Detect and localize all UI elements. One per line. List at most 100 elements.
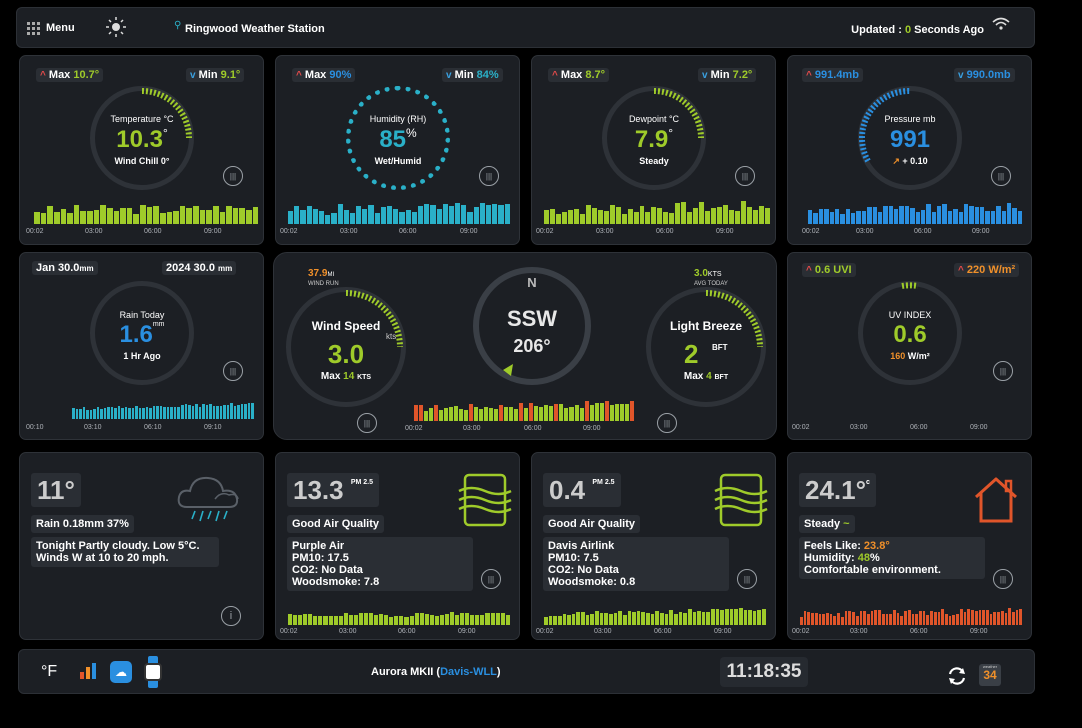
menu-label: Menu: [46, 22, 75, 34]
calendar-icon[interactable]: weather 34: [979, 664, 1001, 686]
unit-toggle-button[interactable]: °F: [41, 663, 58, 680]
history-bar: [692, 612, 697, 625]
history-bar: [47, 206, 53, 224]
history-bar: [338, 616, 343, 625]
history-button[interactable]: |||: [735, 166, 755, 186]
axis-tick: 09:10: [204, 424, 222, 431]
history-bar: [455, 614, 460, 625]
history-bar: [717, 206, 723, 224]
history-bar: [748, 610, 752, 625]
chevron-up-icon: ^: [806, 265, 812, 276]
rain-last: 1 Hr Ago: [123, 351, 161, 361]
history-button[interactable]: |||: [479, 166, 499, 186]
indoor-trend: Steady ~: [799, 515, 855, 533]
chevron-up-icon: ^: [296, 70, 302, 81]
humidity-gauge: [346, 86, 450, 190]
history-bar: [226, 404, 230, 419]
humidity-min: v Min 84%: [442, 68, 503, 82]
temperature-history-chart: [34, 196, 259, 224]
dewpoint-history-chart: [544, 196, 770, 224]
history-bar: [963, 611, 967, 625]
beaufort-value: 2: [684, 339, 699, 369]
history-bar: [153, 205, 159, 224]
history-bar: [470, 614, 475, 625]
history-bar: [845, 209, 850, 224]
wifi-icon: [992, 17, 1010, 36]
history-bar: [430, 204, 436, 224]
history-bar: [232, 208, 239, 224]
history-bar: [135, 405, 138, 419]
history-bar: [239, 208, 245, 224]
rain-value: 1.6: [119, 321, 153, 348]
history-bar: [758, 205, 764, 224]
history-bar: [599, 403, 604, 421]
history-bar: [715, 608, 720, 625]
axis-tick: 09:00: [970, 628, 988, 635]
history-bar: [212, 405, 216, 419]
history-bar: [519, 403, 524, 421]
history-bar: [288, 211, 294, 224]
uv-title: UV INDEX: [888, 310, 932, 320]
history-bar: [480, 614, 485, 625]
cloud-app-icon[interactable]: ☁: [110, 661, 132, 683]
history-button[interactable]: |||: [223, 361, 243, 381]
menu-button[interactable]: Menu: [27, 16, 85, 40]
history-bar: [922, 611, 926, 625]
history-bar: [942, 204, 947, 224]
chevron-down-icon: v: [446, 70, 452, 81]
history-button[interactable]: |||: [993, 569, 1013, 589]
history-button[interactable]: |||: [737, 569, 757, 589]
purpleair-value-box: 13.3 PM 2.5: [287, 473, 380, 507]
sun-theme-icon[interactable]: [105, 16, 127, 43]
history-bar: [173, 210, 179, 224]
history-bar: [683, 612, 687, 625]
history-button[interactable]: |||: [481, 569, 501, 589]
history-bar: [699, 202, 705, 224]
history-button[interactable]: |||: [357, 413, 377, 433]
history-button[interactable]: |||: [993, 361, 1013, 381]
airlink-value: 0.4: [549, 475, 586, 505]
station-name[interactable]: Ringwood Weather Station: [185, 23, 325, 35]
history-bar: [356, 206, 362, 224]
airlink-value-box: 0.4 PM 2.5: [543, 473, 621, 507]
pressure-trend: + 0.10: [902, 156, 928, 166]
refresh-icon[interactable]: [947, 666, 967, 686]
history-bar: [226, 206, 232, 224]
history-bar: [300, 209, 306, 224]
history-bar: [362, 209, 368, 224]
history-bar: [544, 616, 548, 625]
history-button[interactable]: |||: [991, 166, 1011, 186]
watch-icon[interactable]: [144, 656, 162, 688]
history-bar: [328, 616, 333, 625]
air-filter-icon: [714, 473, 768, 527]
history-bar: [597, 209, 603, 224]
history-bar: [585, 615, 590, 625]
history-bar: [436, 208, 442, 224]
history-bar: [202, 404, 205, 419]
history-bar: [303, 614, 308, 625]
history-bar: [1015, 610, 1019, 625]
history-bar: [621, 213, 627, 224]
humidity-unit: %: [406, 126, 417, 140]
history-bar: [233, 405, 237, 419]
history-bar: [544, 404, 549, 421]
dewpoint-min: v Min 7.2°: [698, 68, 757, 82]
axis-tick: 06:00: [398, 628, 416, 635]
bar-chart-icon[interactable]: [79, 662, 97, 680]
beaufort-unit: BFT: [712, 343, 728, 352]
firmware-link[interactable]: Davis-WLL: [440, 666, 497, 678]
history-bar: [933, 612, 937, 625]
history-bar: [86, 409, 89, 419]
history-bar: [967, 608, 971, 625]
history-bar: [442, 203, 448, 224]
history-bar: [159, 212, 166, 224]
history-bar: [79, 408, 82, 419]
history-bar: [624, 404, 629, 421]
info-icon[interactable]: i: [221, 606, 241, 626]
axis-tick: 00:02: [536, 228, 554, 235]
history-button[interactable]: |||: [223, 166, 243, 186]
history-bar: [856, 211, 861, 224]
history-bar: [904, 205, 910, 224]
history-bar: [867, 207, 872, 224]
history-button[interactable]: |||: [657, 413, 677, 433]
